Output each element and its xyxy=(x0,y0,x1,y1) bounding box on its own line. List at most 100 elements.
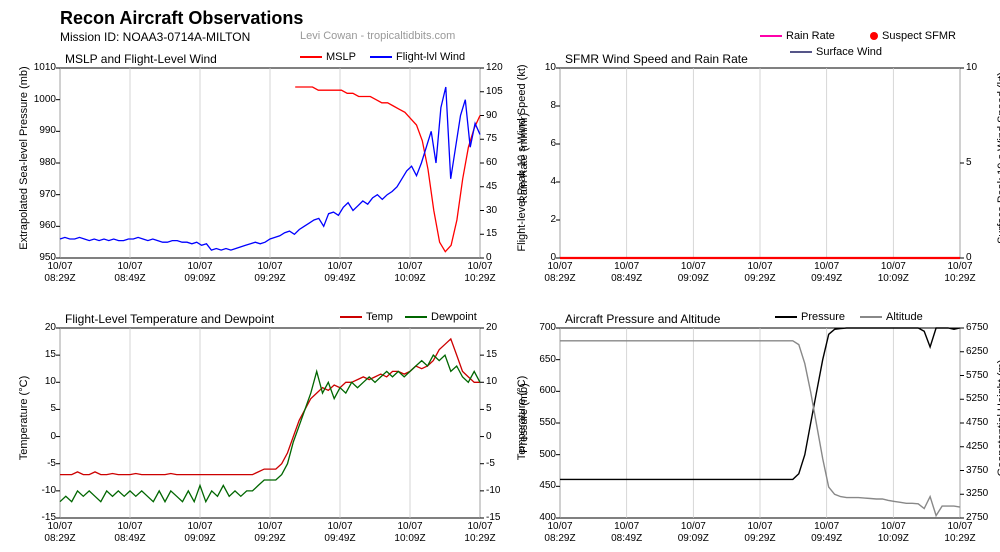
y-right-tick: 3250 xyxy=(966,488,996,499)
x-tick-date: 10/07 xyxy=(318,261,362,272)
y-right-tick: 15 xyxy=(486,349,516,360)
y-right-tick: 5 xyxy=(966,157,996,168)
x-tick-time: 09:09Z xyxy=(178,273,222,284)
y-right-tick: 2750 xyxy=(966,512,996,523)
y-right-tick: 15 xyxy=(486,228,516,239)
y-right-label: Geopotential Height (m) xyxy=(996,323,1000,513)
x-tick-date: 10/07 xyxy=(318,521,362,532)
x-tick-time: 08:49Z xyxy=(108,533,152,544)
y-left-tick: 950 xyxy=(22,252,56,263)
x-tick-time: 09:09Z xyxy=(178,533,222,544)
x-tick-time: 09:29Z xyxy=(248,533,292,544)
x-tick-date: 10/07 xyxy=(871,261,915,272)
y-right-tick: 3750 xyxy=(966,465,996,476)
legend-altitude: Altitude xyxy=(860,311,923,323)
legend-suspect-sfmr: Suspect SFMR xyxy=(870,30,956,42)
x-tick-time: 10:09Z xyxy=(388,273,432,284)
y-right-tick: 4750 xyxy=(966,417,996,428)
y-left-label: Pressure (mb) xyxy=(518,323,530,513)
x-tick-date: 10/07 xyxy=(671,261,715,272)
x-tick-time: 09:09Z xyxy=(671,273,715,284)
x-tick-time: 09:49Z xyxy=(805,533,849,544)
x-tick-date: 10/07 xyxy=(805,521,849,532)
y-left-tick: -15 xyxy=(22,512,56,523)
y-left-label: Temperature (°C) xyxy=(18,323,30,513)
y-right-tick: 90 xyxy=(486,110,516,121)
legend-surface-wind: Surface Wind xyxy=(790,46,882,58)
y-right-tick: 0 xyxy=(966,252,996,263)
x-tick-time: 10:29Z xyxy=(938,533,982,544)
legend-pressure: Pressure xyxy=(775,311,845,323)
y-right-tick: 4250 xyxy=(966,441,996,452)
y-right-tick: 6750 xyxy=(966,322,996,333)
x-tick-date: 10/07 xyxy=(871,521,915,532)
panel-title: MSLP and Flight-Level Wind xyxy=(65,52,217,66)
y-right-tick: 105 xyxy=(486,86,516,97)
x-tick-time: 09:09Z xyxy=(671,533,715,544)
y-left-label: Rain Rate (mm/hr) xyxy=(518,63,530,253)
x-tick-time: 10:09Z xyxy=(871,273,915,284)
x-tick-date: 10/07 xyxy=(388,261,432,272)
legend-flight-wind: Flight-lvl Wind xyxy=(370,51,465,63)
x-tick-date: 10/07 xyxy=(605,261,649,272)
x-tick-time: 10:29Z xyxy=(938,273,982,284)
y-right-tick: 0 xyxy=(486,252,516,263)
x-tick-time: 08:29Z xyxy=(538,533,582,544)
x-tick-time: 09:49Z xyxy=(805,273,849,284)
legend-mslp: MSLP xyxy=(300,51,356,63)
y-right-tick: 10 xyxy=(966,62,996,73)
y-right-tick: 5 xyxy=(486,403,516,414)
x-tick-date: 10/07 xyxy=(248,261,292,272)
legend-rain-rate: Rain Rate xyxy=(760,30,835,42)
x-tick-date: 10/07 xyxy=(108,521,152,532)
x-tick-date: 10/07 xyxy=(605,521,649,532)
y-right-tick: 30 xyxy=(486,205,516,216)
y-right-tick: -15 xyxy=(486,512,516,523)
x-tick-date: 10/07 xyxy=(738,261,782,272)
x-tick-time: 09:29Z xyxy=(738,533,782,544)
y-right-tick: 10 xyxy=(486,376,516,387)
y-right-tick: 5750 xyxy=(966,370,996,381)
x-tick-time: 09:49Z xyxy=(318,533,362,544)
x-tick-date: 10/07 xyxy=(108,261,152,272)
y-right-label: Surface Peak 10 s Wind Speed (kt) xyxy=(996,63,1000,253)
x-tick-time: 08:49Z xyxy=(605,273,649,284)
x-tick-date: 10/07 xyxy=(805,261,849,272)
panel-title: Aircraft Pressure and Altitude xyxy=(565,312,720,326)
x-tick-date: 10/07 xyxy=(671,521,715,532)
x-tick-time: 10:29Z xyxy=(458,273,502,284)
y-right-tick: -5 xyxy=(486,458,516,469)
y-right-tick: 0 xyxy=(486,431,516,442)
y-right-tick: 60 xyxy=(486,157,516,168)
y-right-tick: 20 xyxy=(486,322,516,333)
y-right-tick: 45 xyxy=(486,181,516,192)
y-right-tick: -10 xyxy=(486,485,516,496)
x-tick-time: 08:49Z xyxy=(605,533,649,544)
legend-dewpoint: Dewpoint xyxy=(405,311,477,323)
panel-title: SFMR Wind Speed and Rain Rate xyxy=(565,52,748,66)
x-tick-date: 10/07 xyxy=(248,521,292,532)
y-left-tick: 400 xyxy=(522,512,556,523)
y-right-tick: 5250 xyxy=(966,393,996,404)
x-tick-time: 08:29Z xyxy=(38,273,82,284)
x-tick-time: 10:09Z xyxy=(871,533,915,544)
x-tick-time: 08:29Z xyxy=(38,533,82,544)
x-tick-time: 08:49Z xyxy=(108,273,152,284)
x-tick-time: 09:49Z xyxy=(318,273,362,284)
y-left-tick: 0 xyxy=(522,252,556,263)
y-right-tick: 6250 xyxy=(966,346,996,357)
y-left-label: Extrapolated Sea-level Pressure (mb) xyxy=(18,63,30,253)
y-right-tick: 120 xyxy=(486,62,516,73)
x-tick-date: 10/07 xyxy=(178,261,222,272)
x-tick-date: 10/07 xyxy=(178,521,222,532)
legend-temp: Temp xyxy=(340,311,393,323)
x-tick-time: 09:29Z xyxy=(738,273,782,284)
panel-title: Flight-Level Temperature and Dewpoint xyxy=(65,312,274,326)
x-tick-date: 10/07 xyxy=(738,521,782,532)
x-tick-date: 10/07 xyxy=(388,521,432,532)
y-right-tick: 75 xyxy=(486,133,516,144)
x-tick-time: 09:29Z xyxy=(248,273,292,284)
x-tick-time: 10:29Z xyxy=(458,533,502,544)
x-tick-time: 08:29Z xyxy=(538,273,582,284)
x-tick-time: 10:09Z xyxy=(388,533,432,544)
